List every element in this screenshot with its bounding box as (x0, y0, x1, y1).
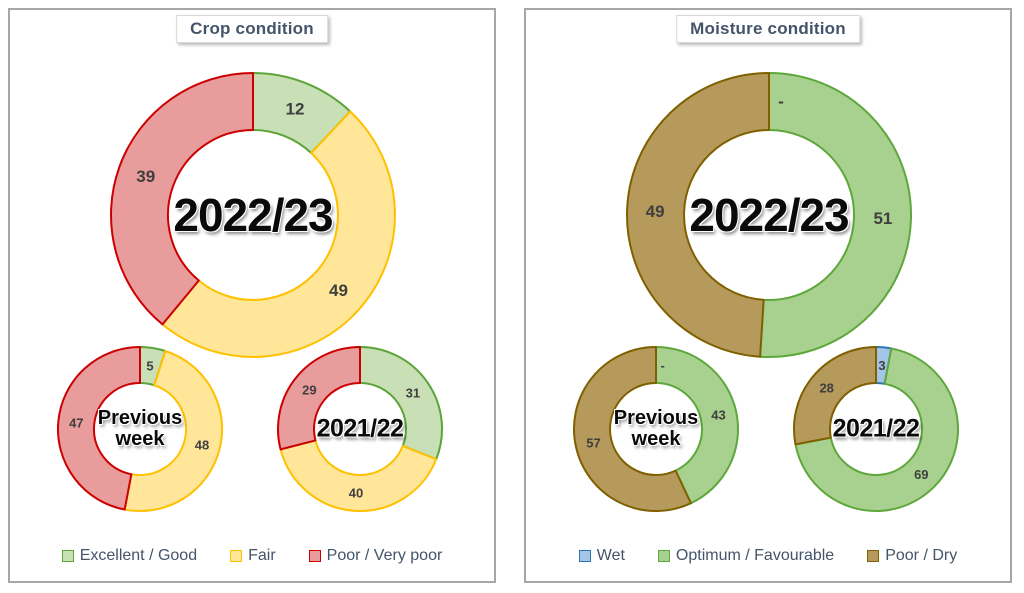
donut-center-label-previous-week: Previous week (97, 407, 183, 450)
crop-title-box: Crop condition (176, 15, 328, 43)
slice-value-label-poor-very-poor: 29 (302, 382, 316, 397)
slice-value-label-optimum-favourable: 69 (914, 467, 928, 482)
legend-label-poor-very-poor: Poor / Very poor (326, 547, 443, 564)
slice-value-label-excellent-good: 31 (406, 386, 420, 401)
slice-value-label-excellent-good: 12 (286, 100, 305, 119)
legend-item-fair: Fair (230, 547, 276, 565)
slice-previous-week-optimum-favourable (655, 346, 739, 505)
donut-center-label-previous-week: Previous week (613, 407, 699, 450)
panel-crop-condition: Crop condition 12 49 39 5 48 47 31 40 29 Excelle… (8, 8, 496, 583)
legend-label-fair: Fair (248, 547, 276, 564)
slice-2021-22-poor-very-poor (277, 346, 361, 451)
slice-value-label-fair: 49 (329, 281, 348, 300)
slice-2021-22-optimum-favourable (794, 347, 959, 512)
donut-center-label-2022-23: 2022/23 (689, 189, 849, 241)
slice-value-label-wet: - (778, 92, 784, 111)
slice-value-label-poor-dry: 57 (586, 436, 600, 451)
legend-item-wet: Wet (578, 547, 625, 565)
legend-item-poor-very-poor: Poor / Very poor (308, 547, 443, 565)
slice-value-label-excellent-good: 5 (146, 358, 153, 373)
moisture-donut-charts: - 51 49 - 43 57 3 69 28 (573, 72, 959, 512)
slice-value-label-poor-dry: 28 (819, 381, 833, 396)
slice-value-label-wet: - (661, 358, 665, 373)
slice-value-label-poor-dry: 49 (646, 202, 665, 221)
moisture-title-box: Moisture condition (676, 15, 860, 43)
slice-value-label-optimum-favourable: 51 (873, 209, 892, 228)
crop-legend: Excellent / Good Fair Poor / Very poor (10, 547, 494, 565)
slice-2021-22-poor-dry (793, 346, 877, 446)
slice-value-label-wet: 3 (878, 358, 885, 373)
donut-center-label-2022-23: 2022/23 (173, 189, 333, 241)
legend-item-excellent-good: Excellent / Good (61, 547, 198, 565)
legend-item-poor-dry: Poor / Dry (867, 547, 957, 565)
slice-2022-23-fair (161, 110, 396, 358)
slice-value-label-poor-very-poor: 47 (69, 416, 83, 431)
legend-item-optimum-favourable: Optimum / Favourable (657, 547, 835, 565)
legend-key-fair-icon (230, 550, 243, 562)
slice-value-label-fair: 40 (349, 485, 363, 500)
panel-moisture-condition: Moisture condition - 51 49 - 43 57 3 69 28 Wet O… (524, 8, 1012, 583)
donut-center-label-2021-22: 2021/22 (832, 414, 920, 443)
moisture-legend: Wet Optimum / Favourable Poor / Dry (526, 547, 1010, 565)
donut-center-label-2021-22: 2021/22 (316, 414, 404, 443)
slice-previous-week-poor-dry (573, 346, 692, 512)
slice-previous-week-fair (123, 350, 224, 513)
slice-value-label-poor-very-poor: 39 (136, 167, 155, 186)
legend-key-optimum-favourable-icon (657, 550, 670, 562)
slice-2022-23-poor-very-poor (110, 72, 254, 326)
legend-key-excellent-good-icon (61, 550, 74, 562)
legend-label-wet: Wet (596, 547, 625, 564)
crop-donut-charts: 12 49 39 5 48 47 31 40 29 (57, 72, 443, 513)
slice-2021-22-fair (279, 439, 438, 512)
slice-2022-23-optimum-favourable (759, 72, 912, 358)
legend-key-poor-very-poor-icon (308, 550, 321, 562)
legend-key-poor-dry-icon (867, 550, 880, 562)
slice-value-label-fair: 48 (195, 437, 209, 452)
legend-key-wet-icon (578, 550, 591, 562)
slice-2021-22-excellent-good (359, 346, 443, 461)
slice-previous-week-poor-very-poor (57, 346, 141, 511)
crop-title: Crop condition (190, 19, 314, 38)
slice-2022-23-poor-dry (625, 72, 770, 358)
legend-label-poor-dry: Poor / Dry (885, 547, 958, 564)
legend-label-optimum-favourable: Optimum / Favourable (675, 547, 835, 564)
moisture-title: Moisture condition (690, 19, 846, 38)
legend-label-excellent-good: Excellent / Good (79, 547, 198, 564)
slice-value-label-optimum-favourable: 43 (711, 408, 725, 423)
